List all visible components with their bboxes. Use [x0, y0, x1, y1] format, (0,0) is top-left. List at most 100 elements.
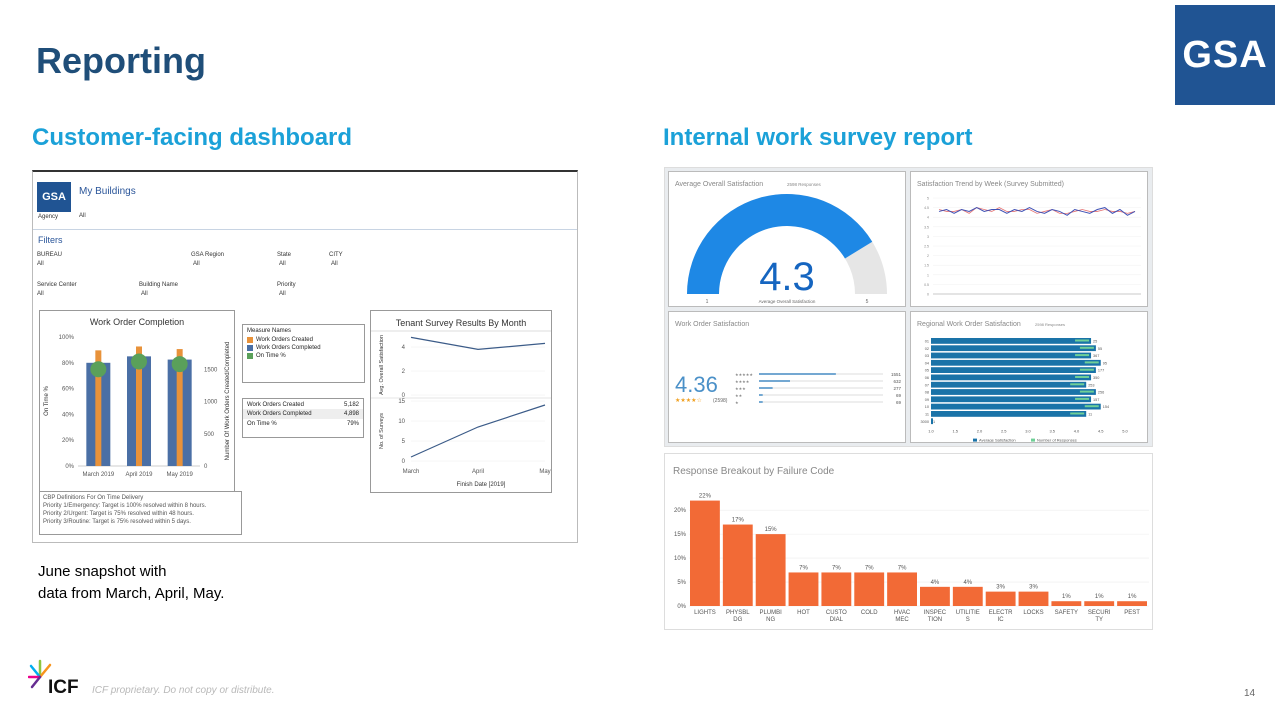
y-tick-label: 3 [927, 235, 929, 239]
avg-satisfaction-bar [931, 418, 933, 425]
x-tick-label: April [472, 469, 484, 475]
legend-label: Number of Responses [1037, 438, 1077, 442]
x-tick-label: 1.5 [952, 429, 958, 434]
failure-bar [690, 500, 720, 606]
responses-label: 350 [1093, 376, 1099, 380]
failure-bar [722, 524, 753, 606]
failure-bar [854, 572, 885, 606]
filter-city[interactable]: All [331, 261, 338, 267]
dashboard-gsa-logo: GSA [37, 182, 71, 212]
definition-line: CBP Definitions For On Time Delivery [43, 495, 144, 501]
star-label: ★ [735, 400, 739, 405]
panel-tick-label: 0 [402, 459, 406, 465]
y-tick-label: 3.5 [924, 225, 929, 229]
bar-label: 4% [963, 580, 972, 586]
failure-bar [1084, 601, 1115, 606]
responses-bar [1084, 405, 1099, 408]
filter-bureau[interactable]: All [37, 261, 44, 267]
icf-burst-icon [27, 659, 52, 689]
category-label: TY [1095, 617, 1103, 623]
failure-bar [952, 586, 983, 606]
gauge-fill [687, 193, 873, 294]
x-tick-label: 3.0 [1025, 429, 1031, 434]
bar-label: 3% [1029, 585, 1038, 591]
category-label: LIGHTS [694, 610, 716, 616]
summary-label: Work Orders Completed [247, 411, 312, 417]
x-tick-label: 2.0 [977, 429, 983, 434]
region-label: 06 [925, 376, 929, 380]
category-label: TION [928, 617, 942, 623]
filter-priority[interactable]: All [279, 291, 286, 297]
regional-panel: Regional Work Order Satisfaction 2598 Res… [910, 311, 1148, 443]
y-tick-label: 20% [674, 508, 687, 514]
definition-line: Priority 3/Routine: Target is 75% resolv… [43, 519, 191, 525]
summary-value: 4,898 [343, 411, 359, 417]
gauge-caption: Average Overall Satisfaction [759, 299, 816, 304]
right-tick-label: 0 [204, 464, 208, 470]
responses-bar [1079, 390, 1094, 393]
y-tick-label: 0.5 [924, 283, 929, 287]
survey-line [410, 336, 546, 351]
gauge-min: 1 [706, 299, 709, 305]
responses-label: 177 [1098, 369, 1104, 373]
agency-filter[interactable]: All [79, 213, 86, 219]
summary-value: 79% [346, 421, 359, 427]
panel-axis-label: No. of Surveys [379, 413, 385, 449]
trend-panel: Satisfaction Trend by Week (Survey Submi… [910, 171, 1148, 307]
y-tick-label: 5% [677, 580, 686, 586]
avg-satisfaction-bar [931, 403, 1101, 410]
category-label: PLUMBI [759, 610, 782, 616]
region-label: 07 [925, 383, 929, 387]
right-tick-label: 500 [204, 432, 215, 438]
bar-label: 17% [732, 518, 745, 524]
filter-building[interactable]: All [141, 291, 148, 297]
y-tick-label: 0 [927, 293, 929, 297]
category-label: NG [766, 617, 775, 623]
work-order-completion-chart: Work Order Completion On Time % 100% 80% 60%… [39, 310, 235, 492]
star-label: ★★ [735, 393, 743, 398]
average-score: 4.36 [675, 372, 718, 397]
summary-row: Work Orders Created 5,182 [243, 399, 363, 409]
bar-label: 7% [865, 565, 874, 571]
on-time-point [90, 361, 107, 378]
y-tick-label: 1.5 [924, 264, 929, 268]
panel-title: Regional Work Order Satisfaction [917, 321, 1021, 328]
category-label: S [966, 617, 970, 623]
x-axis-label: Finish Date [2019] [457, 482, 506, 488]
rating-count: 69 [896, 400, 902, 405]
responses-count: 2598 Responses [787, 182, 822, 187]
region-label: 03 [925, 354, 929, 358]
category-label: May 2019 [166, 472, 193, 478]
failure-bar [985, 591, 1016, 606]
note-line: June snapshot with [38, 563, 167, 580]
legend-item: Work Orders Completed [247, 345, 360, 351]
gauge-value: 4.3 [759, 255, 815, 299]
bar-label: 1% [1062, 594, 1071, 600]
filter-region[interactable]: All [193, 261, 200, 267]
category-label: DIAL [830, 617, 844, 623]
bar-label: 7% [832, 565, 841, 571]
panel-title: Satisfaction Trend by Week (Survey Submi… [917, 181, 1064, 188]
agency-label: Agency [38, 214, 59, 220]
x-tick-label: March [403, 469, 420, 475]
category-label: March 2019 [82, 472, 114, 478]
star-label: ★★★★★ [735, 372, 753, 377]
responses-bar [1075, 354, 1090, 357]
summary-label: On Time % [247, 421, 277, 427]
responses-bar [1075, 397, 1090, 400]
measure-legend: Measure Names Work Orders Created Work O… [242, 324, 365, 383]
panel-tick-label: 2 [402, 369, 406, 375]
x-tick-label: May [539, 469, 550, 475]
chart-title: Tenant Survey Results By Month [396, 318, 527, 328]
icf-wordmark: ICF [48, 677, 79, 698]
region-label: 3000 [921, 420, 929, 424]
filter-service-center[interactable]: All [37, 291, 44, 297]
category-label: PEST [1124, 610, 1140, 616]
trend-line-2 [938, 207, 1136, 214]
responses-label: 25 [1093, 340, 1097, 344]
bar-label: 22% [699, 494, 712, 500]
responses-label: 253 [1088, 383, 1094, 387]
category-label: MEC [895, 617, 909, 623]
trend-line [938, 207, 1136, 216]
filter-state[interactable]: All [279, 261, 286, 267]
